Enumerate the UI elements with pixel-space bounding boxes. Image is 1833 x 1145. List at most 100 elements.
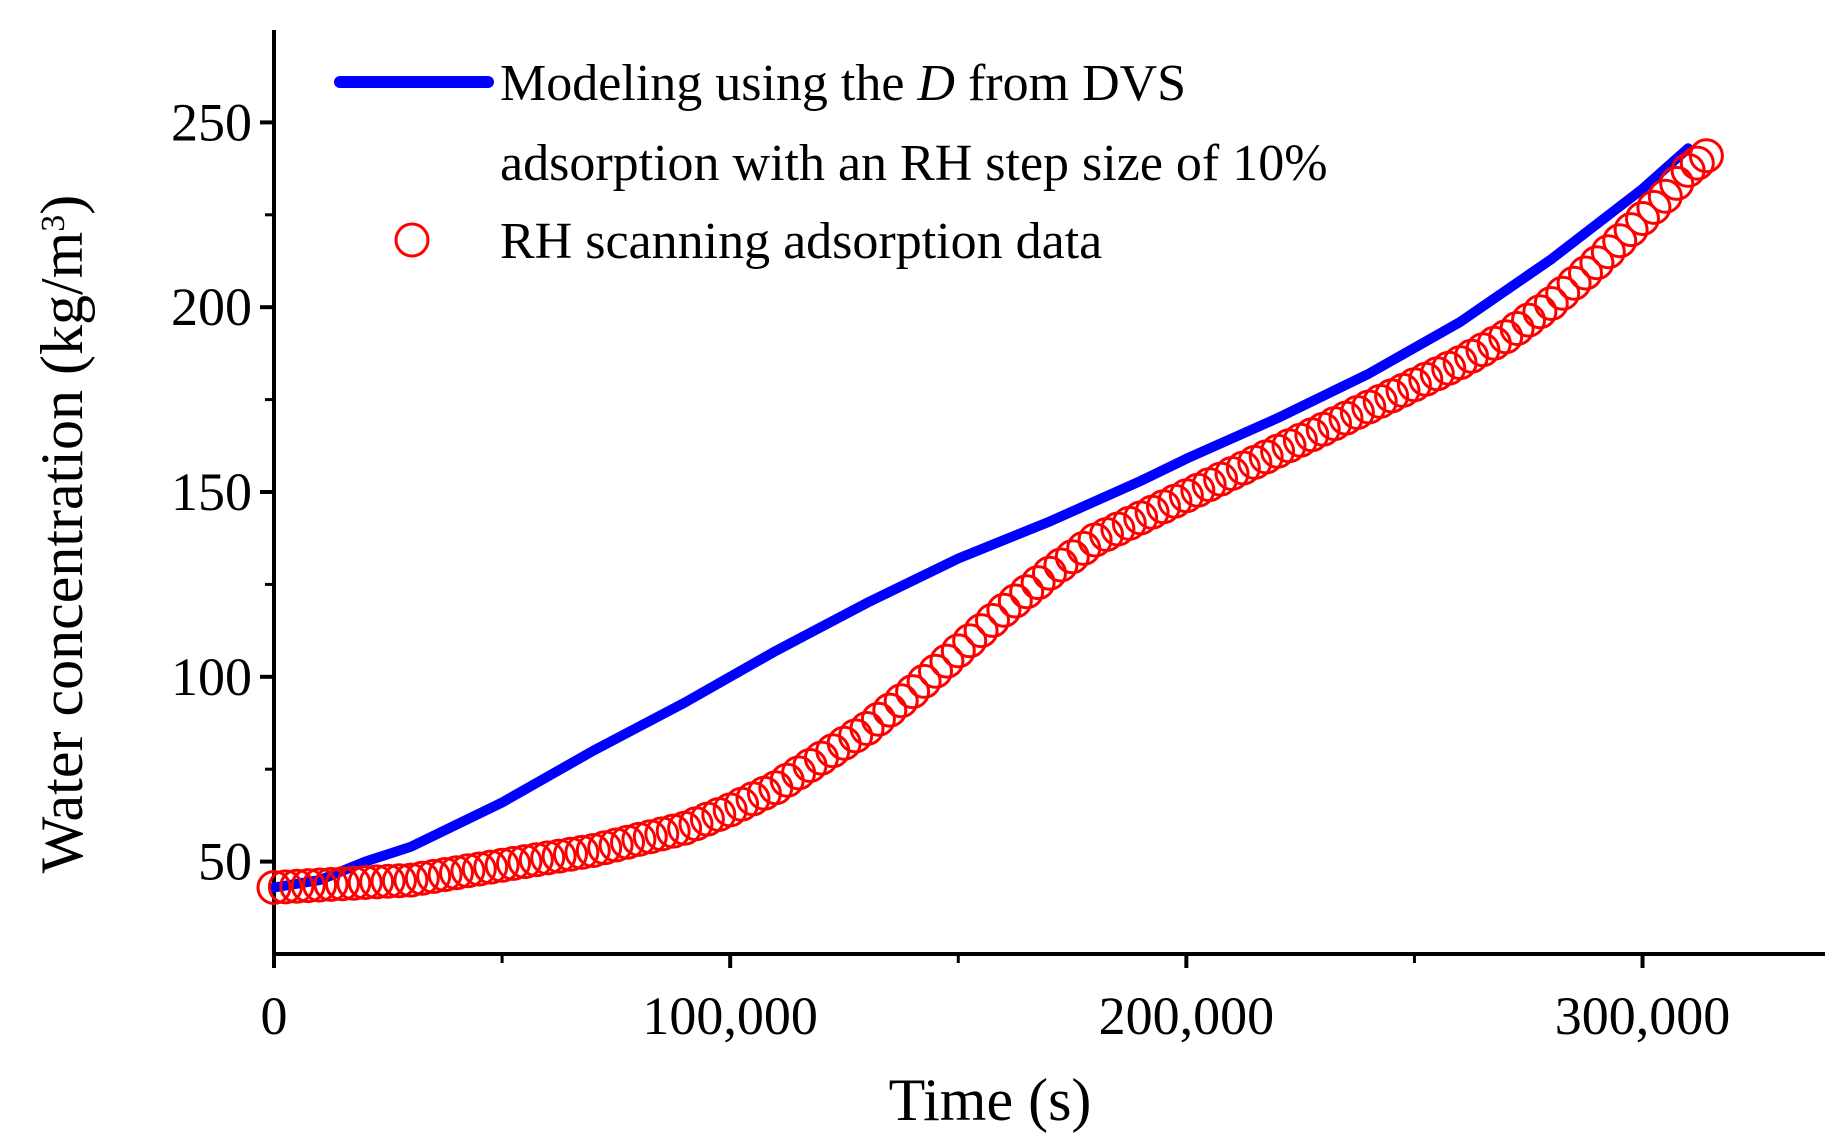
x-tick-label: 0 (261, 986, 288, 1046)
data-point (1009, 574, 1045, 610)
data-point (1602, 223, 1638, 259)
x-tick-label: 100,000 (642, 986, 818, 1046)
legend-label-data: RH scanning adsorption data (500, 213, 1102, 270)
data-point (347, 865, 383, 900)
data-point (1043, 547, 1079, 583)
data-point (895, 674, 931, 710)
data-point (507, 844, 543, 880)
y-tick-label: 150 (171, 462, 252, 522)
data-point (302, 867, 338, 903)
data-point (1590, 234, 1626, 270)
x-tick-label: 200,000 (1099, 986, 1275, 1046)
data-point (781, 755, 817, 791)
data-point (370, 863, 406, 899)
data-point (256, 870, 292, 905)
data-point (1647, 178, 1683, 214)
data-point (1659, 165, 1695, 201)
data-point (518, 842, 554, 878)
data-point (940, 633, 976, 669)
data-point (655, 813, 691, 849)
data-point (826, 725, 862, 761)
ticks (260, 120, 1645, 968)
data-point (267, 869, 303, 905)
x-tick-label: 300,000 (1555, 986, 1731, 1046)
data-point (918, 653, 953, 689)
data-point (461, 851, 497, 887)
data-point (1679, 145, 1715, 181)
data-point (1613, 212, 1649, 248)
data-point (290, 868, 326, 904)
data-point (324, 866, 360, 902)
data-series (256, 138, 1724, 905)
data-point (1488, 319, 1524, 355)
data-point (815, 733, 851, 769)
data-point (792, 748, 828, 783)
data-point (838, 718, 874, 754)
data-point (952, 623, 988, 659)
model-line (269, 143, 1694, 893)
y-axis-title: Water concentration (kg/m3) (29, 195, 95, 874)
data-point (450, 853, 486, 889)
data-point (393, 862, 429, 898)
data-point (1499, 311, 1535, 346)
data-point (872, 692, 908, 728)
data-point (986, 592, 1022, 628)
legend-label-model-post: from DVS (955, 55, 1186, 112)
data-point (381, 863, 417, 899)
data-point (1579, 245, 1615, 281)
data-point (1545, 275, 1581, 311)
data-point (1066, 530, 1102, 566)
data-point (564, 834, 600, 870)
model-series (269, 143, 1694, 893)
data-point (484, 847, 520, 883)
data-point (530, 840, 566, 876)
y-tick-label: 250 (171, 92, 252, 152)
data-point (997, 583, 1033, 619)
legend-label-model-line2: adsorption with an RH step size of 10% (500, 135, 1328, 192)
data-point (553, 836, 588, 872)
data-point (906, 663, 942, 699)
data-point (610, 824, 645, 860)
data-point (496, 845, 531, 881)
data-point (1568, 255, 1603, 291)
data-point (404, 860, 440, 896)
data-point (929, 643, 965, 679)
data-point (1533, 286, 1569, 321)
data-point (427, 857, 463, 892)
data-point (803, 740, 839, 776)
data-point (416, 858, 452, 894)
data-point (963, 613, 999, 649)
data-point (1522, 294, 1558, 330)
data-point (473, 849, 509, 885)
y-axis-title-main: Water concentration (kg/m (29, 232, 95, 874)
data-point (1032, 555, 1067, 591)
legend-label-model: Modeling using the D from DVS (500, 55, 1186, 112)
legend-marker-swatch (394, 222, 430, 258)
y-tick-label: 200 (171, 277, 252, 337)
data-point (1636, 189, 1672, 225)
data-point (587, 830, 623, 866)
data-point (883, 683, 919, 719)
y-axis-title-superscript: 3 (35, 215, 72, 232)
data-point (541, 838, 577, 874)
data-point (860, 701, 896, 737)
x-axis-title: Time (s) (889, 1067, 1092, 1133)
data-point (632, 819, 668, 855)
data-point (1511, 302, 1546, 338)
legend-label-model-pre: Modeling using the (500, 55, 917, 112)
data-point (279, 868, 315, 904)
data-point (313, 866, 349, 902)
data-point (1625, 201, 1660, 236)
y-tick-label: 50 (198, 832, 252, 892)
data-point (975, 602, 1010, 638)
data-point (644, 816, 680, 852)
data-point (1054, 539, 1090, 575)
data-point (336, 865, 372, 901)
data-point (621, 821, 657, 857)
y-axis-title-close: ) (29, 195, 95, 215)
y-tick-label: 100 (171, 647, 252, 707)
data-point (1556, 265, 1592, 301)
data-point (1688, 138, 1724, 174)
data-point (359, 864, 395, 900)
